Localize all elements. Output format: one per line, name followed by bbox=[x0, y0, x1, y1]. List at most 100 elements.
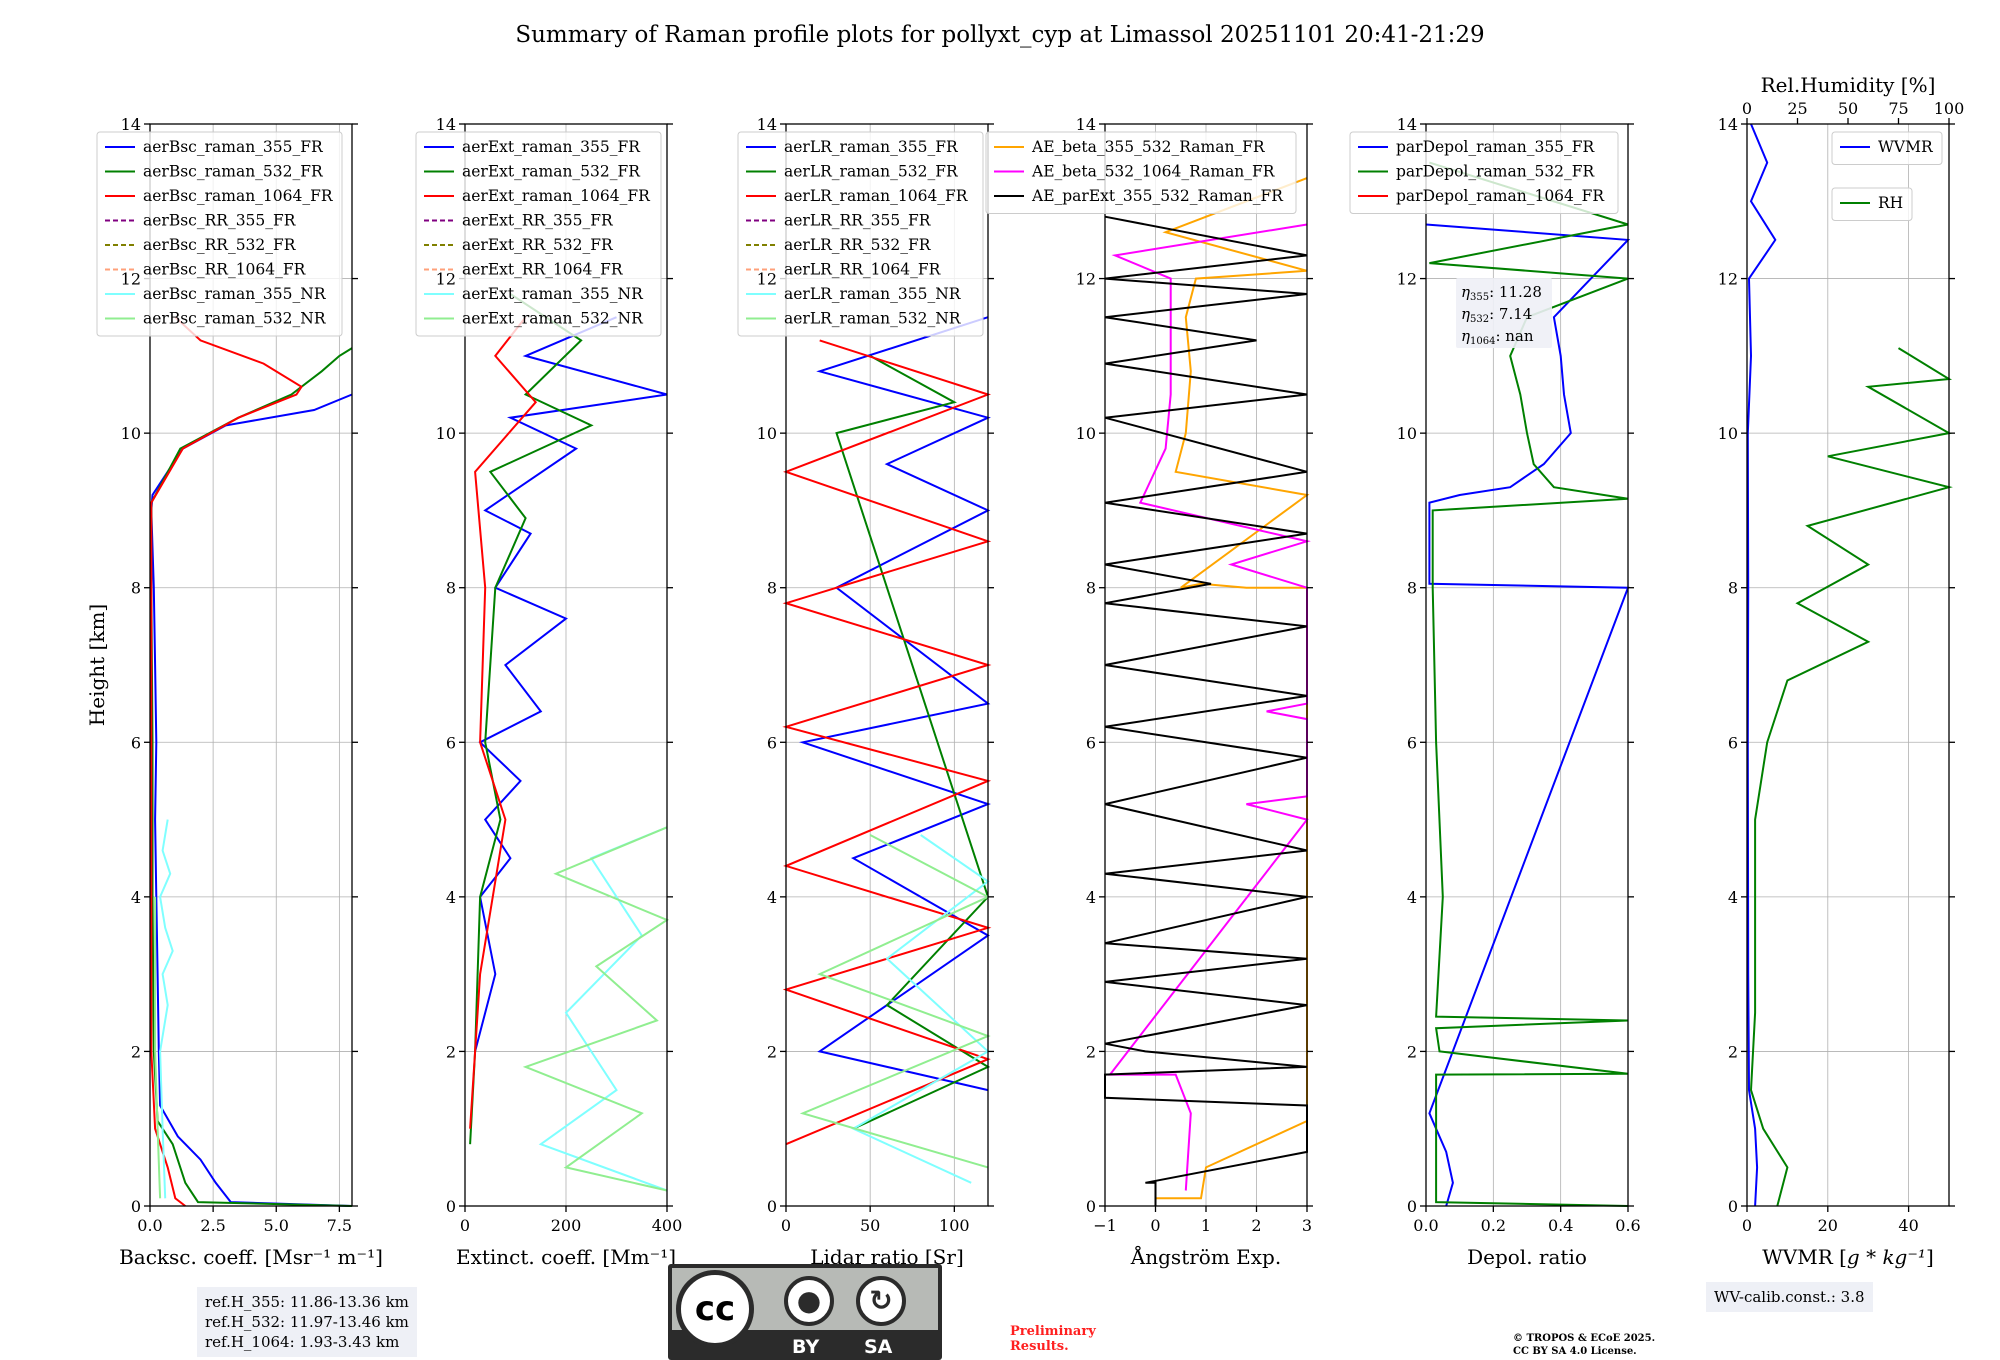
series-line-RH bbox=[1749, 347, 1953, 1207]
x-tick-label: 0 bbox=[781, 1216, 791, 1235]
ref-h-532: ref.H_532: 11.97-13.46 km bbox=[205, 1313, 409, 1331]
reference-height-box: ref.H_355: 11.86-13.36 km ref.H_532: 11.… bbox=[197, 1287, 417, 1357]
legend-label-aerBsc_raman_355_FR: aerBsc_raman_355_FR bbox=[143, 138, 324, 156]
x-axis-label: Backsc. coeff. [Msr⁻¹ m⁻¹] bbox=[119, 1245, 383, 1269]
x-axis-label: Depol. ratio bbox=[1467, 1245, 1587, 1269]
y-tick-label: 2 bbox=[131, 1042, 141, 1061]
legend-label-aerLR_raman_532_NR: aerLR_raman_532_NR bbox=[784, 310, 962, 328]
y-tick-label: 10 bbox=[757, 424, 777, 443]
y-tick-label: 14 bbox=[1397, 115, 1417, 134]
y-tick-label: 0 bbox=[1728, 1197, 1738, 1216]
legend-label-aerExt_RR_355_FR: aerExt_RR_355_FR bbox=[462, 212, 614, 230]
y-tick-label: 8 bbox=[446, 579, 456, 598]
x-tick-label: 0 bbox=[460, 1216, 470, 1235]
panel-2 bbox=[415, 123, 673, 1212]
axes-frame bbox=[1425, 123, 1629, 1207]
legend-label-parDepol_raman_1064_FR: parDepol_raman_1064_FR bbox=[1396, 187, 1605, 205]
wv-calib-box: WV-calib.const.: 3.8 bbox=[1706, 1282, 1873, 1312]
series-line-aerBsc_raman_355_FR bbox=[150, 393, 353, 1207]
panel-1 bbox=[96, 123, 358, 1212]
legend-box bbox=[737, 131, 984, 337]
legend-label-aerExt_raman_532_NR: aerExt_raman_532_NR bbox=[462, 310, 644, 328]
top-x-tick-label: 50 bbox=[1838, 99, 1858, 118]
y-tick-label: 14 bbox=[1076, 115, 1096, 134]
y-tick-label: 2 bbox=[767, 1042, 777, 1061]
legend-label-aerExt_RR_1064_FR: aerExt_RR_1064_FR bbox=[462, 261, 624, 279]
x-tick-label: 1 bbox=[1201, 1216, 1211, 1235]
legend-label-aerBsc_RR_355_FR: aerBsc_RR_355_FR bbox=[143, 212, 297, 230]
x-tick-label: 2 bbox=[1251, 1216, 1261, 1235]
legend-label-AE_beta_355_532_Raman_FR: AE_beta_355_532_Raman_FR bbox=[1031, 138, 1266, 156]
legend-label-aerLR_raman_355_NR: aerLR_raman_355_NR bbox=[784, 285, 962, 303]
series-line-AE_parExt_355_532_Raman_FR bbox=[1104, 215, 1308, 1206]
legend-label-aerLR_raman_1064_FR: aerLR_raman_1064_FR bbox=[784, 187, 969, 205]
legend-box bbox=[985, 131, 1297, 214]
y-tick-label: 6 bbox=[1086, 733, 1096, 752]
legend-box bbox=[1831, 131, 1943, 165]
top-x-tick-label: 25 bbox=[1787, 99, 1807, 118]
y-tick-label: 14 bbox=[121, 115, 141, 134]
y-tick-label: 8 bbox=[1086, 579, 1096, 598]
y-tick-label: 4 bbox=[1407, 888, 1417, 907]
legend-label-aerExt_raman_1064_FR: aerExt_raman_1064_FR bbox=[462, 187, 651, 205]
y-tick-label: 6 bbox=[446, 733, 456, 752]
y-tick-label: 14 bbox=[757, 115, 777, 134]
legend-label-aerExt_RR_532_FR: aerExt_RR_532_FR bbox=[462, 236, 614, 254]
x-tick-label: 100 bbox=[939, 1216, 970, 1235]
y-tick-label: 0 bbox=[1407, 1197, 1417, 1216]
y-tick-label: 10 bbox=[121, 424, 141, 443]
series-line-parDepol_raman_532_FR bbox=[1429, 161, 1629, 1207]
legend-label-WVMR: WVMR bbox=[1878, 138, 1934, 156]
legend-box-rh bbox=[1831, 187, 1913, 221]
eta-532: η532: 7.14 bbox=[1461, 305, 1532, 325]
y-tick-label: 12 bbox=[436, 270, 456, 289]
x-tick-label: 0 bbox=[1150, 1216, 1160, 1235]
legend-label-aerBsc_raman_532_FR: aerBsc_raman_532_FR bbox=[143, 163, 324, 181]
y-tick-label: 12 bbox=[121, 270, 141, 289]
top-x-axis-label: Rel.Humidity [%] bbox=[1761, 73, 1936, 97]
legend-label-aerLR_RR_532_FR: aerLR_RR_532_FR bbox=[784, 236, 932, 254]
series-line-aerExt_raman_532_NR bbox=[522, 826, 670, 1192]
preliminary-line-1: Preliminary bbox=[1010, 1324, 1096, 1339]
legend-label-aerBsc_RR_1064_FR: aerBsc_RR_1064_FR bbox=[143, 261, 307, 279]
series-line-aerExt_raman_532_FR bbox=[469, 293, 594, 1145]
x-tick-label: 20 bbox=[1818, 1216, 1838, 1235]
top-x-tick-label: 100 bbox=[1934, 99, 1965, 118]
eta-1064: η1064: nan bbox=[1461, 327, 1534, 347]
x-axis-label: WVMR [g * kg⁻¹] bbox=[1762, 1245, 1934, 1269]
x-tick-label: 7.5 bbox=[327, 1216, 352, 1235]
cc-license-badge: cc ● ↻ BY SA bbox=[668, 1264, 942, 1360]
y-tick-label: 10 bbox=[436, 424, 456, 443]
y-tick-label: 6 bbox=[131, 733, 141, 752]
y-tick-label: 4 bbox=[1086, 888, 1096, 907]
series-line-AE_beta_355_532_Raman_FR bbox=[1155, 177, 1310, 1200]
y-tick-label: 0 bbox=[131, 1197, 141, 1216]
x-tick-label: 0 bbox=[1742, 1216, 1752, 1235]
preliminary-line-2: Results. bbox=[1010, 1339, 1069, 1354]
ref-h-355: ref.H_355: 11.86-13.36 km bbox=[205, 1293, 409, 1311]
y-tick-label: 4 bbox=[767, 888, 777, 907]
legend-label-aerBsc_RR_532_FR: aerBsc_RR_532_FR bbox=[143, 236, 297, 254]
series-line-aerExt_raman_355_FR bbox=[474, 316, 668, 1052]
series-line-aerLR_raman_532_NR bbox=[799, 834, 991, 1169]
x-tick-label: 400 bbox=[652, 1216, 683, 1235]
y-tick-label: 0 bbox=[767, 1197, 777, 1216]
panel-6 bbox=[1741, 118, 1955, 1212]
y-tick-label: 10 bbox=[1076, 424, 1096, 443]
y-tick-label: 2 bbox=[1086, 1042, 1096, 1061]
copyright-line-1: © TROPOS & ECoE 2025. bbox=[1513, 1333, 1656, 1344]
y-tick-label: 2 bbox=[1728, 1042, 1738, 1061]
series-line-aerBsc_raman_355_NR bbox=[159, 819, 174, 1199]
y-tick-label: 8 bbox=[767, 579, 777, 598]
y-tick-label: 8 bbox=[1407, 579, 1417, 598]
x-axis-label: Ångström Exp. bbox=[1130, 1244, 1281, 1269]
panel-4 bbox=[985, 123, 1313, 1212]
cc-logo-icon: cc bbox=[676, 1270, 754, 1348]
series-line-aerBsc_raman_1064_FR bbox=[150, 316, 303, 1207]
y-tick-label: 14 bbox=[1718, 115, 1738, 134]
cc-by-label: BY bbox=[792, 1336, 820, 1358]
figure-title: Summary of Raman profile plots for polly… bbox=[515, 22, 1485, 48]
x-tick-label: 0.4 bbox=[1548, 1216, 1573, 1235]
legend-label-aerBsc_raman_355_NR: aerBsc_raman_355_NR bbox=[143, 285, 327, 303]
